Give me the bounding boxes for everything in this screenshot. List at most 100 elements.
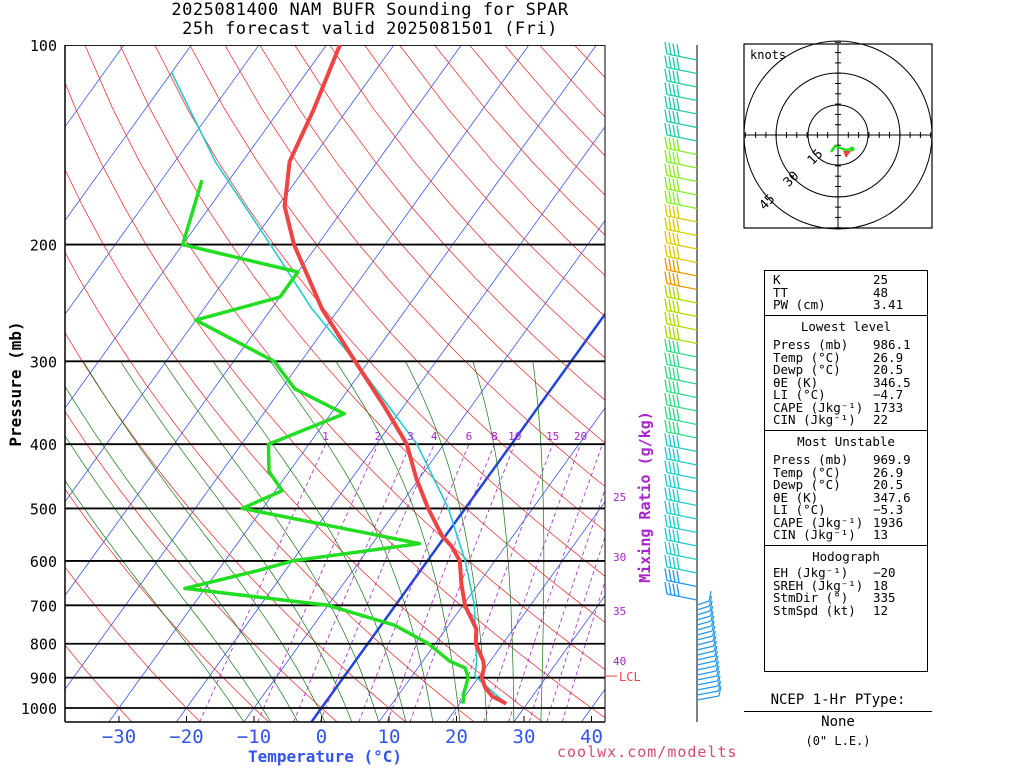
hodograph-title: Hodograph — [812, 548, 880, 564]
index-label: PW (cm) — [773, 297, 826, 312]
index-row: θE (K) 346.5 — [773, 376, 927, 390]
moist-adiabat-line — [65, 435, 272, 722]
moist-adiabat-line — [335, 361, 461, 722]
temperature-trace — [282, 45, 508, 706]
wind-barb — [696, 665, 720, 681]
lcl-label: LCL — [619, 670, 641, 684]
wind-barb — [664, 68, 698, 88]
moist-adiabat-line — [65, 385, 299, 722]
y-tick-label: 900 — [30, 670, 57, 688]
wind-barb — [664, 311, 698, 331]
index-row: Temp (°C) 26.9 — [773, 466, 927, 480]
mixing-ratio-label: 3 — [407, 430, 414, 443]
dry-adiabat-line — [224, 45, 605, 488]
ptype-title: NCEP 1-Hr PType: — [744, 692, 932, 712]
wind-barb — [664, 581, 698, 601]
index-value: 25 — [873, 272, 889, 287]
x-tick-label: 10 — [378, 726, 401, 748]
y-tick-label: 400 — [30, 436, 57, 454]
index-value: 335 — [873, 590, 896, 605]
mixing-ratio-label: 10 — [508, 430, 521, 443]
dewpoint-trace — [180, 179, 470, 704]
dry-adiabat-line — [259, 45, 605, 444]
index-row: Temp (°C) 26.9 — [773, 349, 927, 365]
wind-barb — [664, 122, 698, 142]
wind-barb — [664, 284, 698, 304]
mixing-ratio-label: 25 — [613, 491, 626, 504]
mixing-ratio-line — [319, 444, 435, 722]
dry-adiabat-line — [65, 410, 338, 722]
mixing-ratio-line — [293, 444, 411, 722]
isotherm-line — [513, 594, 605, 722]
mixing-ratio-line — [358, 444, 470, 722]
y-tick-label: 1000 — [21, 700, 57, 718]
indices-panel: K 25 TT 48 PW (cm) 3.41 Lowest level Press (m… — [764, 270, 928, 672]
wind-barb — [696, 680, 722, 696]
wind-barb — [664, 392, 698, 412]
wind-barb — [664, 203, 698, 223]
dry-adiabat-line — [189, 45, 605, 532]
moist-adiabat-line — [120, 361, 353, 722]
wind-barb — [664, 149, 698, 169]
x-tick-label: 40 — [580, 726, 603, 748]
index-row: CIN (Jkg⁻¹) 13 — [773, 527, 927, 542]
mixing-ratio-label: 30 — [613, 551, 626, 564]
dry-adiabat-line — [469, 45, 605, 196]
isotherm-line — [378, 407, 605, 722]
wind-barb — [664, 541, 698, 561]
moist-adiabat-line — [270, 361, 434, 722]
index-row: LI (°C) −4.7 — [773, 387, 927, 402]
index-value: 26.9 — [873, 349, 904, 365]
dry-adiabat-line — [119, 45, 605, 623]
wind-barb — [664, 514, 698, 534]
index-label: Temp (°C) — [773, 349, 841, 365]
index-row: StmDir (°) 335 — [773, 590, 927, 605]
index-value: −5.3 — [873, 502, 904, 517]
index-row: EH (Jkg⁻¹) −20 — [773, 566, 927, 580]
index-label: SREH (Jkg⁻¹) — [773, 577, 864, 593]
wind-barb — [696, 590, 712, 606]
index-value: 20.5 — [873, 477, 904, 492]
y-tick-label: 500 — [30, 500, 57, 518]
index-row: Press (mb) 969.9 — [773, 453, 927, 467]
index-label: LI (°C) — [773, 387, 826, 402]
indices-general: K 25 TT 48 PW (cm) 3.41 — [765, 271, 927, 315]
x-tick-label: 20 — [445, 726, 468, 748]
index-value: 1936 — [873, 514, 904, 530]
wind-barb — [696, 645, 718, 661]
most-unstable-title: Most Unstable — [797, 433, 895, 449]
isotherm-line — [65, 45, 462, 597]
wind-barb — [664, 298, 698, 318]
index-row: PW (cm) 3.41 — [773, 297, 927, 312]
storm-motion-marker — [843, 151, 851, 158]
index-value: 347.6 — [873, 489, 911, 505]
hodograph-trace — [829, 144, 853, 153]
index-value: 12 — [873, 602, 889, 618]
credit-link[interactable]: coolwx.com/modelts — [557, 743, 738, 761]
wind-barb — [664, 230, 698, 250]
index-value: 1733 — [873, 399, 904, 415]
y-tick-label: 300 — [30, 353, 57, 371]
index-row: LI (°C) −5.3 — [773, 502, 927, 517]
wind-barb — [696, 610, 714, 626]
dry-adiabat-line — [294, 45, 605, 401]
y-tick-label: 200 — [30, 237, 57, 255]
index-row: Dewp (°C) 20.5 — [773, 477, 927, 492]
index-value: 986.1 — [873, 337, 911, 352]
wind-barb — [664, 419, 698, 439]
wind-barb — [696, 595, 713, 611]
moist-adiabat-line — [472, 361, 515, 722]
index-label: Dewp (°C) — [773, 477, 841, 492]
index-label: CIN (Jkg⁻¹) — [773, 527, 856, 542]
ptype-note: (0" L.E.) — [805, 734, 871, 748]
x-tick-label: 0 — [316, 726, 327, 748]
wind-barb — [664, 271, 698, 291]
wind-barb — [696, 615, 715, 631]
index-label: StmSpd (kt) — [773, 602, 856, 618]
hodograph-trace-end — [849, 146, 855, 152]
wind-barb — [696, 660, 719, 676]
index-row: StmSpd (kt) 12 — [773, 602, 927, 618]
chart-title: 2025081400 NAM BUFR Sounding for SPAR — [171, 0, 569, 20]
